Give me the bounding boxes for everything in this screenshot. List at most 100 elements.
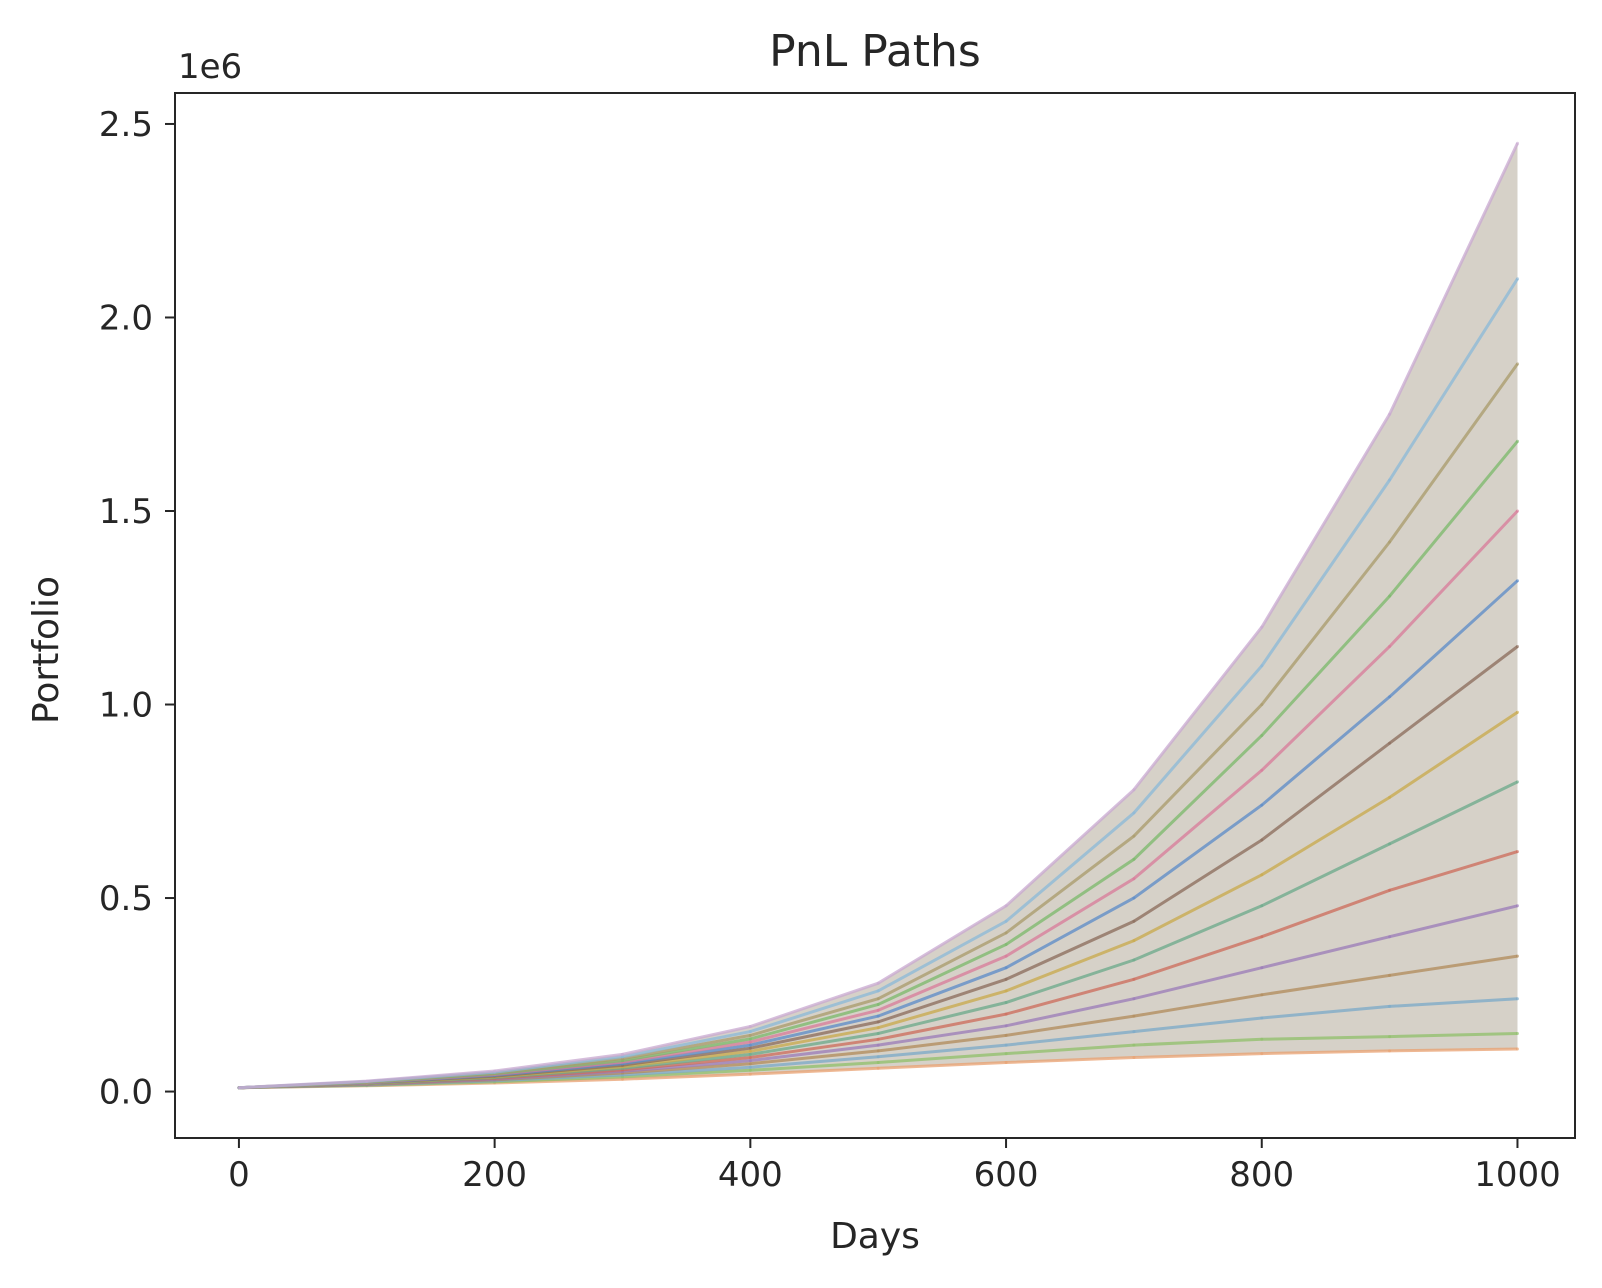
- series-point-5-10: [1516, 850, 1519, 854]
- series-point-10-6: [1004, 954, 1008, 958]
- series-point-9-6: [1004, 966, 1008, 970]
- series-point-2-9: [1388, 1004, 1392, 1008]
- x-tick-label-5: 1000: [1474, 1155, 1561, 1195]
- series-point-5-6: [1004, 1012, 1008, 1016]
- series-point-14-6: [1004, 904, 1008, 908]
- series-point-9-5: [876, 1014, 880, 1018]
- series-point-8-5: [876, 1020, 880, 1024]
- series-point-6-7: [1132, 958, 1136, 962]
- series-point-14-1: [365, 1079, 369, 1083]
- series-point-4-5: [876, 1043, 880, 1047]
- series-point-7-6: [1004, 989, 1008, 993]
- series-point-8-4: [748, 1046, 752, 1050]
- series-point-5-4: [748, 1056, 752, 1059]
- series-point-0-6: [1004, 1061, 1008, 1064]
- series-point-11-9: [1388, 594, 1392, 598]
- series-point-6-4: [748, 1052, 752, 1056]
- series-point-4-10: [1516, 904, 1519, 908]
- y-tick-label-4: 2.0: [99, 298, 153, 338]
- series-point-4-6: [1004, 1024, 1008, 1028]
- series-point-2-4: [748, 1065, 752, 1069]
- series-point-12-5: [876, 997, 880, 1001]
- series-point-4-4: [748, 1059, 752, 1063]
- series-point-1-10: [1516, 1032, 1519, 1035]
- series-point-7-8: [1260, 873, 1264, 877]
- series-point-2-6: [1004, 1043, 1008, 1047]
- x-tick-label-3: 600: [974, 1155, 1039, 1195]
- series-point-0-8: [1260, 1052, 1264, 1056]
- series-point-1-5: [876, 1061, 880, 1064]
- series-point-10-7: [1132, 877, 1136, 881]
- series-point-3-5: [876, 1049, 880, 1053]
- y-axis-label: Portfolio: [26, 576, 67, 724]
- series-point-3-6: [1004, 1033, 1008, 1037]
- plot-area-frame: [174, 92, 1576, 1139]
- series-point-9-9: [1388, 695, 1392, 699]
- series-point-8-9: [1388, 741, 1392, 745]
- series-point-8-8: [1260, 838, 1264, 842]
- series-point-2-10: [1516, 997, 1519, 1001]
- series-point-6-5: [876, 1032, 880, 1035]
- series-point-5-7: [1132, 977, 1136, 981]
- y-offset-text: 1e6: [178, 47, 242, 87]
- series-point-11-7: [1132, 857, 1136, 861]
- series-point-8-7: [1132, 919, 1136, 923]
- series-point-5-5: [876, 1037, 880, 1041]
- series-point-13-7: [1132, 811, 1136, 815]
- series-point-9-10: [1516, 579, 1519, 583]
- y-axis-ticks: 0.0 0.5 1.0 1.5 2.0 2.5: [99, 105, 175, 1113]
- series-point-14-5: [876, 981, 880, 985]
- series-point-11-4: [748, 1037, 752, 1041]
- series-point-7-9: [1388, 795, 1392, 799]
- series-point-6-10: [1516, 780, 1519, 784]
- series-point-10-8: [1260, 768, 1264, 772]
- series-point-0-7: [1132, 1056, 1136, 1059]
- series-point-3-4: [748, 1062, 752, 1066]
- series-point-4-8: [1260, 966, 1264, 970]
- series-point-14-7: [1132, 788, 1136, 792]
- y-tick-label-1: 0.5: [99, 879, 153, 919]
- series-point-7-5: [876, 1026, 880, 1030]
- series-point-13-4: [748, 1030, 752, 1034]
- series-point-10-4: [748, 1040, 752, 1044]
- series-point-13-5: [876, 989, 880, 993]
- series-point-3-7: [1132, 1014, 1136, 1018]
- series-point-8-10: [1516, 645, 1519, 648]
- series-point-1-9: [1388, 1035, 1392, 1039]
- series-point-14-4: [748, 1025, 752, 1028]
- x-tick-label-1: 200: [462, 1155, 527, 1195]
- series-point-5-9: [1388, 888, 1392, 892]
- series-point-6-9: [1388, 842, 1392, 846]
- series-point-12-7: [1132, 834, 1136, 838]
- series-point-2-7: [1132, 1030, 1136, 1034]
- series-point-0-5: [876, 1066, 880, 1070]
- series-point-9-8: [1260, 803, 1264, 807]
- series-point-13-8: [1260, 664, 1264, 668]
- series-point-7-7: [1132, 939, 1136, 943]
- series-point-1-8: [1260, 1037, 1264, 1041]
- series-point-3-8: [1260, 993, 1264, 997]
- series-point-1-4: [748, 1068, 752, 1072]
- x-tick-label-2: 400: [718, 1155, 783, 1195]
- series-point-5-8: [1260, 935, 1264, 939]
- series-point-12-10: [1516, 362, 1519, 366]
- chart-title: PnL Paths: [769, 26, 981, 77]
- series-point-0-3: [621, 1077, 624, 1081]
- series-point-11-10: [1516, 439, 1519, 443]
- series-point-7-10: [1516, 710, 1519, 714]
- x-axis-label: Days: [830, 1216, 920, 1257]
- x-axis-ticks: 0 200 400 600 800 1000: [228, 1138, 1561, 1195]
- series-point-8-6: [1004, 977, 1008, 981]
- series-point-4-9: [1388, 935, 1392, 939]
- series-point-6-6: [1004, 1001, 1008, 1004]
- y-tick-label-2: 1.0: [99, 686, 153, 726]
- x-tick-label-0: 0: [228, 1155, 250, 1195]
- series-point-12-6: [1004, 931, 1008, 935]
- series-point-11-6: [1004, 943, 1008, 946]
- series-point-12-8: [1260, 703, 1264, 706]
- series-point-12-4: [748, 1033, 752, 1037]
- series-point-2-5: [876, 1055, 880, 1059]
- series-point-14-2: [493, 1069, 497, 1073]
- series-point-12-9: [1388, 540, 1392, 544]
